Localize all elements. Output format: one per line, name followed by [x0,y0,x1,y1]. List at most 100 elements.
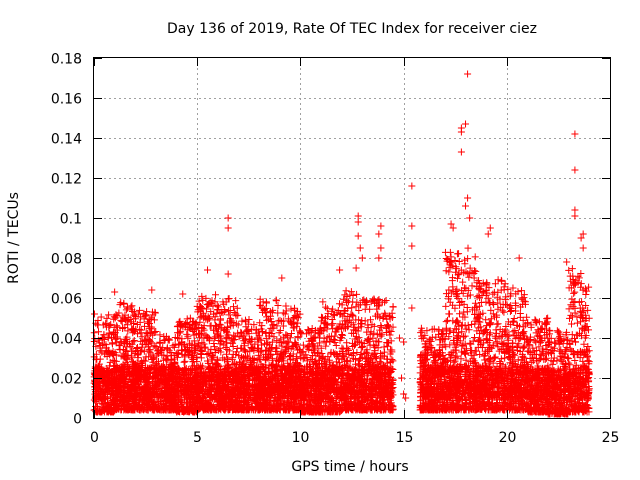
data-point [105,386,113,394]
data-point [130,336,138,344]
data-point [120,400,128,408]
data-point [272,297,280,305]
data-point [342,287,350,295]
data-point [91,379,99,387]
data-point [175,329,183,337]
data-point [96,369,104,377]
data-point [137,337,145,345]
data-point [119,392,127,400]
data-point [124,313,132,321]
data-point [92,393,100,401]
data-point [143,329,151,337]
data-point [104,346,112,354]
data-point [333,324,341,332]
data-point [105,329,113,337]
data-point [113,322,121,330]
data-point [274,302,282,310]
data-point [148,308,156,316]
data-point [128,405,136,413]
data-point [138,333,146,341]
data-point [121,323,129,331]
data-point [229,303,237,311]
data-point [127,318,135,326]
data-point [101,350,109,358]
data-point [232,297,240,305]
data-point [134,330,142,338]
data-point [127,303,135,311]
data-point [117,382,125,390]
data-point [132,325,140,333]
data-point [112,351,120,359]
data-point [116,301,124,309]
data-point [348,304,356,312]
data-point [94,391,102,399]
data-point [123,336,131,344]
data-point [141,322,149,330]
data-point [150,354,158,362]
data-point [96,347,104,355]
data-point [206,322,214,330]
data-point [330,310,338,318]
data-point [93,375,101,383]
data-point [349,291,357,299]
data-point [149,358,157,366]
data-point [116,387,124,395]
data-point [146,346,154,354]
data-point [133,343,141,351]
data-point [269,321,277,329]
data-point [145,335,153,343]
data-point [100,331,108,339]
data-point [144,343,152,351]
data-point [90,329,98,337]
data-point [114,326,122,334]
data-point [105,311,113,319]
data-point [131,360,139,368]
data-point [104,398,112,406]
data-point [113,381,121,389]
data-point [116,375,124,383]
data-point [94,336,102,344]
data-point [197,354,205,362]
data-points [90,70,593,418]
data-point [120,372,128,380]
data-point [103,314,111,322]
data-point [119,387,127,395]
data-point [106,404,114,412]
data-point [115,309,123,317]
data-point [125,365,133,373]
data-point [104,333,112,341]
data-point [116,366,124,374]
data-point [117,316,125,324]
data-point [90,310,98,318]
data-point [107,397,115,405]
data-point [102,320,110,328]
data-point [120,345,128,353]
data-point [180,358,188,366]
data-point [199,296,207,304]
data-point [105,373,113,381]
data-point [183,330,191,338]
data-point [111,314,119,322]
data-point [97,365,105,373]
data-point [94,316,102,324]
data-point [97,313,105,321]
data-point [108,349,116,357]
data-point [124,327,132,335]
data-point [92,350,100,358]
data-point [120,353,128,361]
data-point [95,328,103,336]
data-point [112,404,120,412]
data-point [128,354,136,362]
data-point [151,309,159,317]
data-point [97,390,105,398]
data-point [129,338,137,346]
data-point [106,321,114,329]
data-point [98,341,106,349]
data-point [118,393,126,401]
data-point [110,315,118,323]
data-point [112,393,120,401]
data-point [137,346,145,354]
data-point [287,305,295,313]
data-point [136,306,144,314]
